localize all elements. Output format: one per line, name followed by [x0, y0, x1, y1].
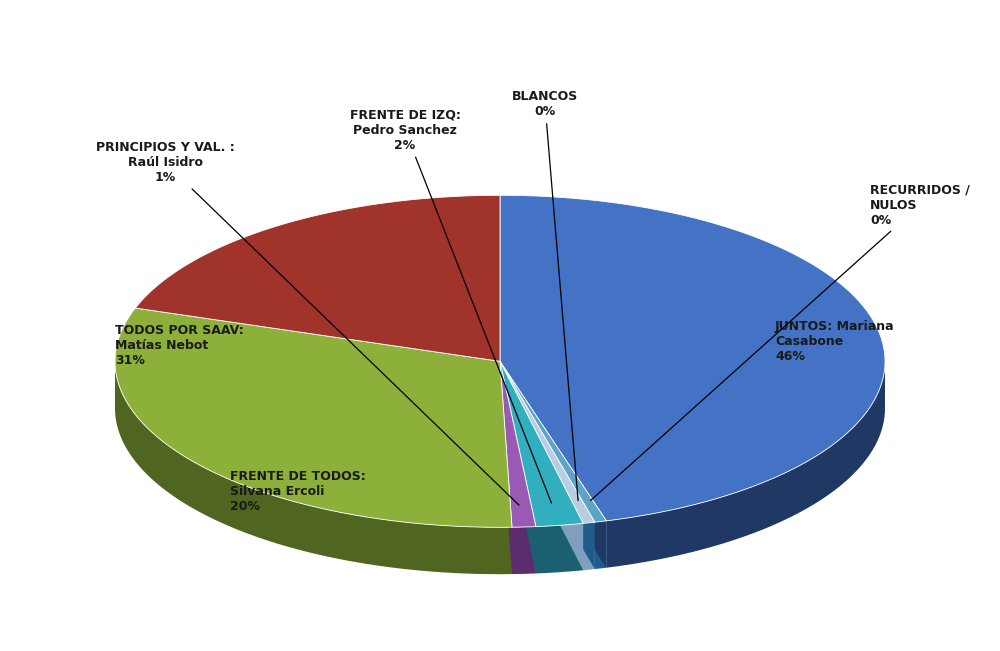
Text: BLANCOS
0%: BLANCOS 0%	[512, 90, 578, 501]
Text: PRINCIPIOS Y VAL. :
Raúl Isidro
1%: PRINCIPIOS Y VAL. : Raúl Isidro 1%	[96, 141, 519, 505]
Polygon shape	[500, 361, 583, 527]
Polygon shape	[500, 361, 536, 527]
Polygon shape	[500, 361, 512, 574]
Polygon shape	[595, 521, 606, 569]
Polygon shape	[115, 308, 512, 527]
Text: RECURRIDOS /
NULOS
0%: RECURRIDOS / NULOS 0%	[591, 184, 970, 501]
Polygon shape	[606, 363, 885, 568]
Polygon shape	[536, 523, 583, 574]
Text: JUNTOS: Mariana
Casabone
46%: JUNTOS: Mariana Casabone 46%	[775, 320, 895, 363]
Text: FRENTE DE IZQ:
Pedro Sanchez
2%: FRENTE DE IZQ: Pedro Sanchez 2%	[350, 109, 551, 503]
Polygon shape	[583, 522, 595, 570]
Polygon shape	[500, 361, 595, 523]
Text: TODOS POR SAAV:
Matías Nebot
31%: TODOS POR SAAV: Matías Nebot 31%	[115, 324, 244, 367]
Polygon shape	[500, 361, 583, 570]
Polygon shape	[500, 195, 885, 521]
Polygon shape	[500, 361, 606, 568]
Polygon shape	[115, 362, 512, 574]
Polygon shape	[500, 361, 536, 574]
Polygon shape	[512, 527, 536, 574]
Polygon shape	[500, 361, 606, 522]
Polygon shape	[135, 195, 500, 361]
Polygon shape	[500, 361, 595, 569]
Text: FRENTE DE TODOS:
Silvana Ercoli
20%: FRENTE DE TODOS: Silvana Ercoli 20%	[230, 470, 366, 513]
